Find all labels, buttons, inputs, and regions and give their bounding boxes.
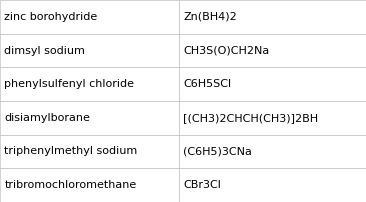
Bar <box>0 135 179 168</box>
Bar <box>0 34 179 67</box>
Bar <box>0 168 179 202</box>
Text: disiamylborane: disiamylborane <box>4 113 90 123</box>
Text: triphenylmethyl sodium: triphenylmethyl sodium <box>4 146 138 157</box>
Bar <box>179 168 366 202</box>
Text: C6H5SCl: C6H5SCl <box>183 79 231 89</box>
Bar <box>179 34 366 67</box>
Bar <box>0 101 179 135</box>
Bar <box>179 67 366 101</box>
Bar <box>179 101 366 135</box>
Text: CH3S(O)CH2Na: CH3S(O)CH2Na <box>183 45 269 56</box>
Bar <box>179 0 366 34</box>
Text: tribromochloromethane: tribromochloromethane <box>4 180 137 190</box>
Text: [(CH3)2CHCH(CH3)]2BH: [(CH3)2CHCH(CH3)]2BH <box>183 113 318 123</box>
Text: phenylsulfenyl chloride: phenylsulfenyl chloride <box>4 79 134 89</box>
Bar <box>0 67 179 101</box>
Text: Zn(BH4)2: Zn(BH4)2 <box>183 12 237 22</box>
Text: zinc borohydride: zinc borohydride <box>4 12 98 22</box>
Bar <box>179 135 366 168</box>
Text: CBr3Cl: CBr3Cl <box>183 180 221 190</box>
Bar <box>0 0 179 34</box>
Text: (C6H5)3CNa: (C6H5)3CNa <box>183 146 252 157</box>
Text: dimsyl sodium: dimsyl sodium <box>4 45 85 56</box>
